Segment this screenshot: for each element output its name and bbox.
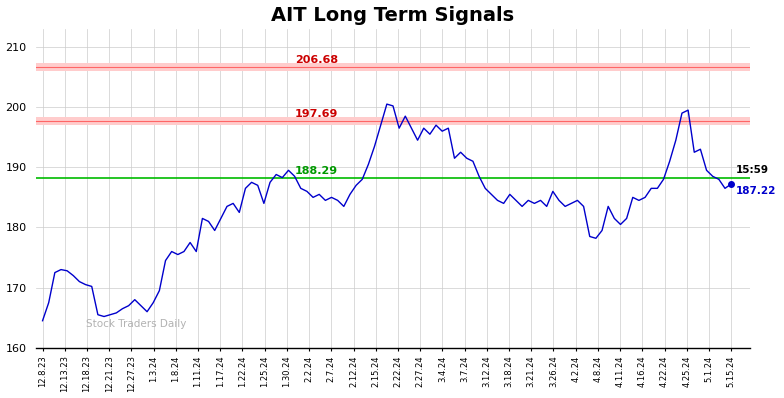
Title: AIT Long Term Signals: AIT Long Term Signals <box>271 6 514 25</box>
Text: 197.69: 197.69 <box>295 109 338 119</box>
Text: 15:59: 15:59 <box>736 165 769 175</box>
Bar <box>36 63 750 70</box>
Text: 187.22: 187.22 <box>736 186 776 196</box>
Text: 206.68: 206.68 <box>295 55 338 65</box>
Bar <box>36 117 750 125</box>
Text: 188.29: 188.29 <box>295 166 338 176</box>
Text: Stock Traders Daily: Stock Traders Daily <box>86 319 187 329</box>
